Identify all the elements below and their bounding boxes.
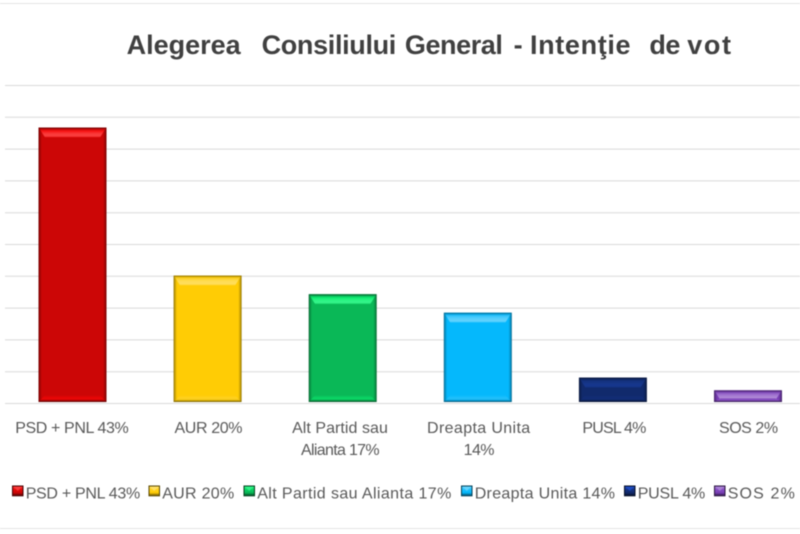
svg-text:PSD + PNL 43%: PSD + PNL 43% — [26, 485, 140, 502]
svg-text:SOS 2%: SOS 2% — [728, 485, 796, 502]
svg-text:Dreapta Unita 14%: Dreapta Unita 14% — [475, 485, 616, 502]
svg-text:14%: 14% — [464, 442, 495, 459]
svg-text:Dreapta Unita: Dreapta Unita — [427, 420, 531, 437]
svg-text:Alegerea: Alegerea — [127, 30, 242, 60]
svg-text:SOS 2%: SOS 2% — [719, 420, 778, 437]
svg-text:vot: vot — [687, 30, 732, 60]
svg-text:de: de — [649, 30, 680, 60]
svg-text:General: General — [405, 30, 503, 60]
svg-text:AUR 20%: AUR 20% — [175, 420, 243, 437]
svg-text:Alianta 17%: Alianta 17% — [301, 442, 379, 459]
svg-text:Alt Partid sau Alianta 17%: Alt Partid sau Alianta 17% — [257, 485, 452, 502]
svg-text:Intenţie: Intenţie — [530, 30, 631, 60]
svg-text:Consiliului: Consiliului — [262, 30, 396, 60]
svg-text:PSD + PNL 43%: PSD + PNL 43% — [15, 420, 128, 437]
svg-text:AUR 20%: AUR 20% — [162, 485, 234, 502]
svg-text:Alt Partid sau: Alt Partid sau — [292, 420, 388, 437]
svg-text:PUSL 4%: PUSL 4% — [638, 485, 705, 502]
svg-text:-: - — [514, 30, 523, 60]
svg-text:PUSL 4%: PUSL 4% — [582, 420, 646, 437]
